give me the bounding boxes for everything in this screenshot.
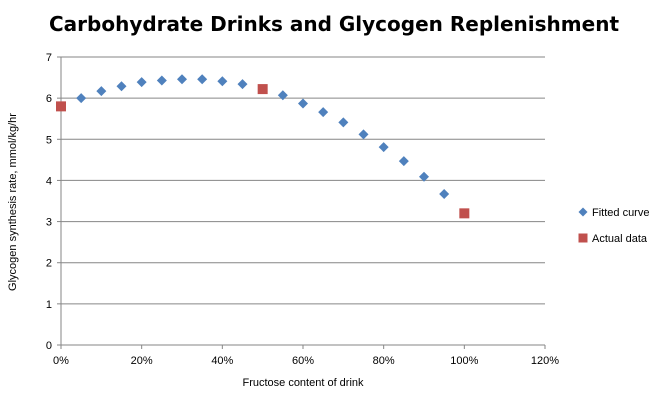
x-tick-label: 40% <box>211 355 233 367</box>
actual-data-point <box>56 101 66 112</box>
x-tick-label: 0% <box>53 355 69 367</box>
legend-marker-fitted-curve <box>578 207 588 217</box>
legend: Fitted curve Actual data <box>578 207 649 245</box>
fitted-curve-point <box>217 76 228 87</box>
y-tick-label: 3 <box>46 217 52 229</box>
actual-data-point <box>459 208 470 219</box>
fitted-curve-point <box>298 98 308 109</box>
actual-data-point <box>257 84 268 95</box>
data-marks <box>56 74 470 219</box>
fitted-curve-point <box>378 142 389 153</box>
fitted-curve-point <box>398 156 409 167</box>
tick-labels: 0 1 2 3 4 5 6 7 0% 20% 40% 60% 80% 100% 120% <box>46 52 559 367</box>
fitted-curve-point <box>318 107 329 118</box>
chart-title: Carbohydrate Drinks and Glycogen Repleni… <box>49 12 619 36</box>
fitted-curve-point <box>197 74 208 85</box>
legend-marker-actual-data <box>578 233 588 243</box>
fitted-curve-point <box>338 117 349 128</box>
fitted-curve-point <box>136 77 147 88</box>
fitted-curve-point <box>116 81 127 92</box>
x-tick-label: 120% <box>531 355 559 367</box>
y-tick-label: 1 <box>46 299 52 311</box>
gridlines <box>61 56 545 305</box>
x-tick-label: 60% <box>292 355 314 367</box>
fitted-curve-point <box>439 189 450 200</box>
x-axis-label: Fructose content of drink <box>242 377 364 389</box>
fitted-curve-point <box>277 90 288 101</box>
legend-label: Actual data <box>592 233 648 245</box>
y-tick-label: 6 <box>46 93 52 105</box>
x-tick-label: 20% <box>131 355 153 367</box>
y-axis-label: Glycogen synthesis rate, mmol/kg/hr <box>7 113 19 291</box>
fitted-curve-point <box>156 75 167 86</box>
y-tick-label: 7 <box>46 52 52 64</box>
y-tick-label: 4 <box>46 175 52 187</box>
fitted-curve-point <box>358 129 369 140</box>
x-tick-label: 100% <box>450 355 478 367</box>
fitted-curve-point <box>237 79 248 90</box>
fitted-curve-point <box>76 93 87 104</box>
y-tick-label: 0 <box>46 340 52 352</box>
fitted-curve-point <box>419 171 429 182</box>
y-tick-label: 5 <box>46 134 52 146</box>
fitted-curve-point <box>96 86 107 97</box>
x-tick-label: 80% <box>373 355 395 367</box>
legend-label: Fitted curve <box>592 207 649 219</box>
y-tick-label: 2 <box>46 258 52 270</box>
fitted-curve-point <box>177 74 187 85</box>
